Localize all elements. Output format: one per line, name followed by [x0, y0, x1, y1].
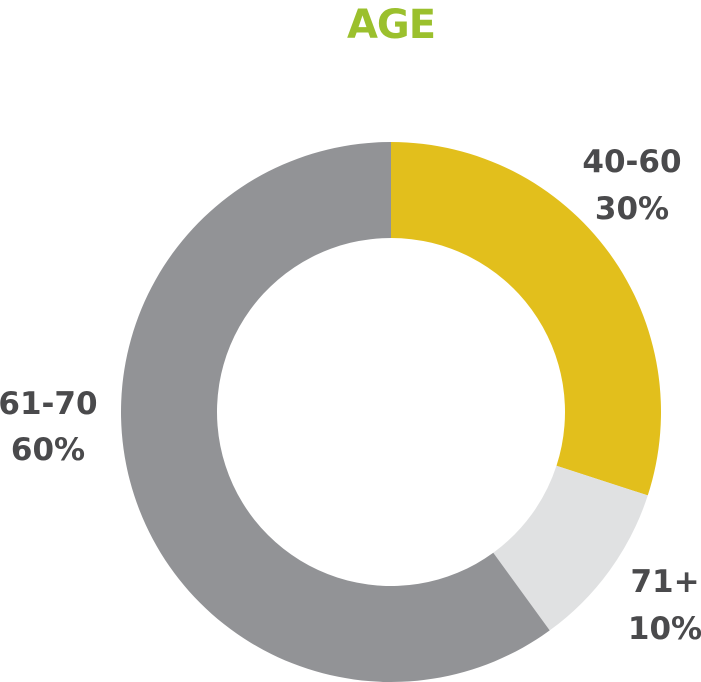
slice-40-60: [391, 142, 662, 496]
slice-label-category: 71+: [630, 564, 699, 600]
slice-61-70: [121, 141, 550, 682]
slice-label-category: 40-60: [582, 144, 681, 180]
slice-label-category: 61-70: [0, 386, 98, 422]
slice-label-value: 60%: [11, 432, 85, 468]
slice-label-value: 10%: [628, 611, 701, 647]
slice-label-value: 30%: [595, 191, 669, 227]
donut-slices: [121, 141, 662, 682]
slice-71+: [493, 465, 648, 631]
slice-labels: 40-60 30% 71+ 10% 61-70 60%: [0, 144, 701, 647]
chart-title: AGE: [347, 2, 435, 48]
